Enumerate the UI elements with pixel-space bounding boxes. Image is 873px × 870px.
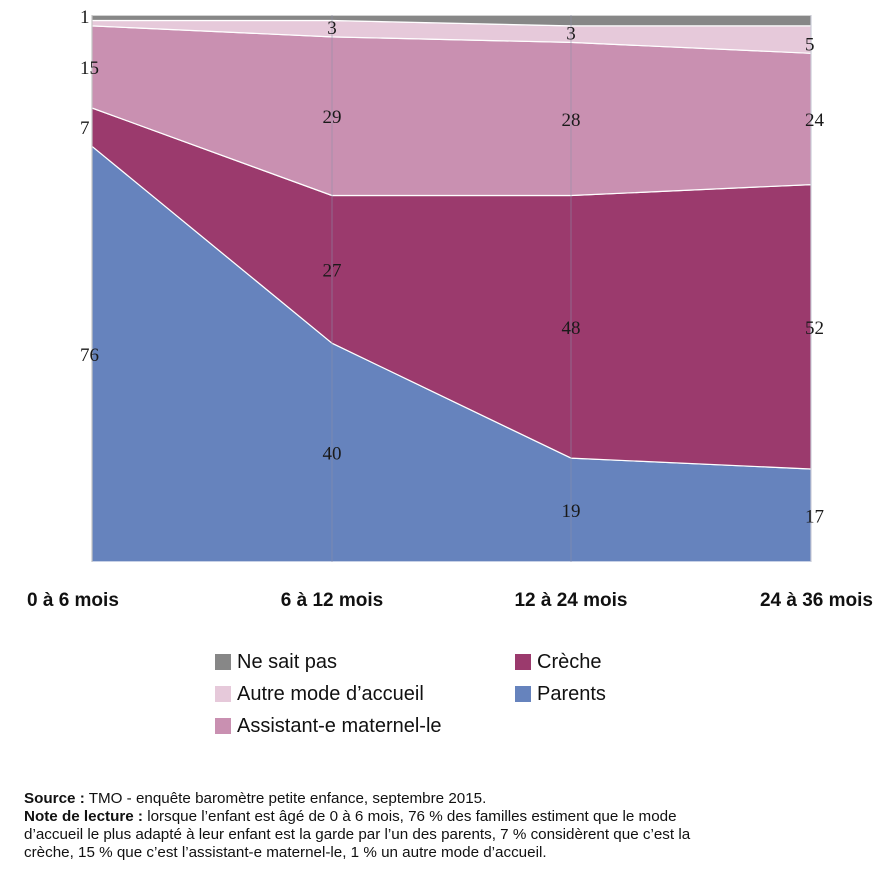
x-axis-label: 0 à 6 mois xyxy=(27,590,119,611)
reading-note-line: Note de lecture : lorsque l’enfant est â… xyxy=(24,808,873,826)
data-label: 17 xyxy=(805,507,824,528)
data-label: 48 xyxy=(562,318,581,339)
data-label: 29 xyxy=(323,107,342,128)
legend-item-autre-mode: Autre mode d’accueil xyxy=(215,680,515,708)
data-label: 24 xyxy=(805,110,825,131)
x-axis-label: 24 à 36 mois xyxy=(760,590,873,611)
data-label: 7 xyxy=(80,118,90,139)
x-axis-label: 12 à 24 mois xyxy=(514,590,627,611)
source-label: Source : xyxy=(24,790,85,807)
x-axis-label: 6 à 12 mois xyxy=(281,590,383,611)
source-line: Source : TMO - enquête baromètre petite … xyxy=(24,790,873,808)
data-label: 3 xyxy=(327,18,337,39)
chart-separators xyxy=(91,15,812,562)
data-label: 5 xyxy=(805,34,815,55)
chart-legend: Ne sait pas Crèche Autre mode d’accueil … xyxy=(215,648,675,740)
chart-data-labels: 76 40 19 17 7 27 48 52 15 29 28 24 1 3 3 5 xyxy=(80,7,825,528)
data-label: 3 xyxy=(566,23,576,44)
legend-swatch xyxy=(215,718,231,734)
data-label: 28 xyxy=(562,110,581,131)
legend-label: Autre mode d’accueil xyxy=(237,682,424,705)
data-label: 1 xyxy=(80,7,90,28)
data-label: 40 xyxy=(323,444,342,465)
data-label: 15 xyxy=(80,58,99,79)
legend-swatch xyxy=(515,686,531,702)
legend-label: Crèche xyxy=(537,650,602,673)
reading-note-label: Note de lecture : xyxy=(24,808,143,825)
chart-notes: Source : TMO - enquête baromètre petite … xyxy=(24,790,873,862)
source-text: TMO - enquête baromètre petite enfance, … xyxy=(84,790,487,807)
legend-item-parents: Parents xyxy=(515,680,675,708)
legend-item-creche: Crèche xyxy=(515,648,675,676)
data-label: 76 xyxy=(80,345,99,366)
chart-x-axis-labels: 0 à 6 mois 6 à 12 mois 12 à 24 mois 24 à 36… xyxy=(27,590,873,611)
legend-label: Assistant-e maternel-le xyxy=(237,714,442,737)
data-label: 27 xyxy=(323,260,342,281)
legend-item-assistant: Assistant-e maternel-le xyxy=(215,712,515,740)
legend-swatch xyxy=(215,686,231,702)
data-label: 19 xyxy=(562,501,581,522)
data-label: 52 xyxy=(805,318,824,339)
legend-swatch xyxy=(515,654,531,670)
legend-label: Parents xyxy=(537,682,606,705)
stacked-area-chart: 76 40 19 17 7 27 48 52 15 29 28 24 1 3 3 5 0 à 6 mois 6 … xyxy=(27,7,873,611)
reading-note-line-3: crèche, 15 % que c’est l’assistant-e mat… xyxy=(24,844,547,861)
legend-swatch xyxy=(215,654,231,670)
legend-label: Ne sait pas xyxy=(237,650,338,673)
reading-note-text: lorsque l’enfant est âgé de 0 à 6 mois, … xyxy=(143,808,677,825)
chart-areas xyxy=(91,14,812,563)
reading-note-line-2: d’accueil le plus adapté à leur enfant e… xyxy=(24,826,691,843)
legend-item-ne-sait-pas: Ne sait pas xyxy=(215,648,515,676)
